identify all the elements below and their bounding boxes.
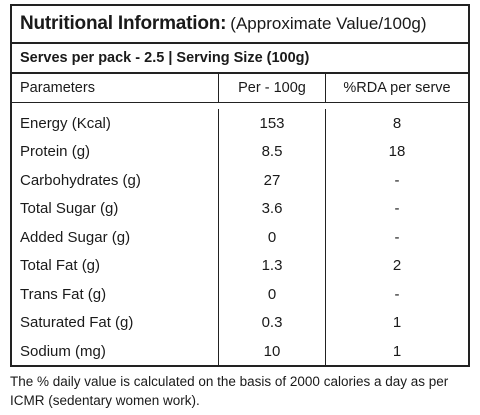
cell-parameter: Total Sugar (g) bbox=[12, 194, 219, 223]
cell-parameter: Added Sugar (g) bbox=[12, 223, 219, 252]
cell-rda: 1 bbox=[392, 314, 402, 332]
cell-rda: - bbox=[394, 228, 400, 246]
cell-parameter: Total Fat (g) bbox=[12, 251, 219, 280]
cell-per-100g: 27 bbox=[219, 166, 326, 195]
cell-per-100g: 153 bbox=[219, 109, 326, 138]
cell-parameter: Carbohydrates (g) bbox=[12, 166, 219, 195]
cell-parameter: Protein (g) bbox=[12, 137, 219, 166]
cell-per-100g: 8.5 bbox=[219, 137, 326, 166]
footnote: The % daily value is calculated on the b… bbox=[10, 374, 449, 408]
header-parameters: Parameters bbox=[12, 74, 219, 102]
header-rda: %RDA per serve bbox=[343, 80, 451, 96]
nutrition-table: Nutritional Information: (Approximate Va… bbox=[10, 4, 470, 367]
table-row: Saturated Fat (g) 0.3 1 bbox=[12, 308, 468, 337]
cell-parameter: Sodium (mg) bbox=[12, 337, 219, 366]
table-row: Trans Fat (g) 0 - bbox=[12, 280, 468, 309]
table-row: Sodium (mg) 10 1 bbox=[12, 337, 468, 366]
table-row: Total Fat (g) 1.3 2 bbox=[12, 251, 468, 280]
cell-per-100g: 0 bbox=[219, 223, 326, 252]
cell-rda: 18 bbox=[388, 143, 406, 161]
table-body: Energy (Kcal) 153 8 Protein (g) 8.5 18 C… bbox=[12, 103, 468, 366]
cell-rda: - bbox=[394, 200, 400, 218]
table-row: Total Sugar (g) 3.6 - bbox=[12, 194, 468, 223]
cell-rda: - bbox=[394, 171, 400, 189]
cell-parameter: Saturated Fat (g) bbox=[12, 308, 219, 337]
cell-per-100g: 10 bbox=[219, 337, 326, 366]
table-row: Energy (Kcal) 153 8 bbox=[12, 109, 468, 138]
cell-per-100g: 1.3 bbox=[219, 251, 326, 280]
cell-per-100g: 0 bbox=[219, 280, 326, 309]
cell-parameter: Energy (Kcal) bbox=[12, 109, 219, 138]
title-heading: Nutritional Information: bbox=[20, 13, 227, 34]
table-row: Protein (g) 8.5 18 bbox=[12, 137, 468, 166]
cell-parameter: Trans Fat (g) bbox=[12, 280, 219, 309]
title-qualifier: (Approximate Value/100g) bbox=[230, 14, 427, 33]
column-header-row: Parameters Per - 100g %RDA per serve bbox=[12, 74, 468, 103]
cell-rda: 2 bbox=[392, 257, 402, 275]
table-title: Nutritional Information: (Approximate Va… bbox=[12, 6, 468, 44]
cell-per-100g: 3.6 bbox=[219, 194, 326, 223]
table-row: Added Sugar (g) 0 - bbox=[12, 223, 468, 252]
cell-rda: 1 bbox=[392, 342, 402, 360]
table-row: Carbohydrates (g) 27 - bbox=[12, 166, 468, 195]
header-per-100g: Per - 100g bbox=[219, 74, 326, 102]
serving-info: Serves per pack - 2.5 | Serving Size (10… bbox=[12, 44, 468, 74]
cell-rda: 8 bbox=[392, 114, 402, 132]
cell-per-100g: 0.3 bbox=[219, 308, 326, 337]
cell-rda: - bbox=[394, 285, 400, 303]
